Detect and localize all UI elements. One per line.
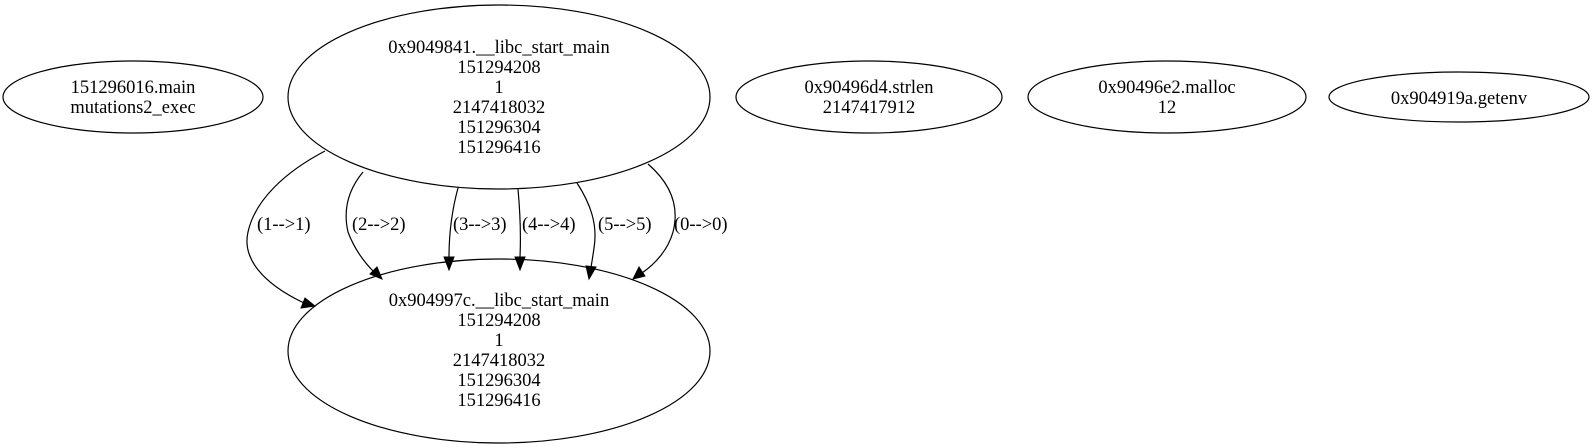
edge-label: (5-->5) xyxy=(598,215,652,235)
node-ellipse xyxy=(1027,60,1307,134)
edge-label: (0-->0) xyxy=(674,215,728,235)
node-ellipse xyxy=(287,258,711,444)
edge-path xyxy=(641,163,676,274)
node-malloc: 0x90496e2.malloc 12 xyxy=(1027,60,1307,134)
edge-3-to-3: (3-->3) xyxy=(443,187,507,272)
node-label-line: 151296016.main xyxy=(71,78,196,98)
node-libc-start-main-2: 0x904997c.__libc_start_main 151294208 1 … xyxy=(287,258,711,444)
edge-2-to-2: (2-->2) xyxy=(345,171,406,280)
edge-label: (4-->4) xyxy=(522,215,576,235)
arrowhead xyxy=(632,266,646,280)
edge-label: (2-->2) xyxy=(352,215,406,235)
edge-path xyxy=(246,150,326,304)
node-ellipse xyxy=(2,60,264,134)
node-strlen: 0x90496d4.strlen 2147417912 xyxy=(735,60,1003,134)
arrowhead xyxy=(443,256,455,272)
arrowhead xyxy=(514,256,526,272)
node-ellipse xyxy=(1328,71,1590,123)
node-label-line: 2147418032 xyxy=(453,98,546,118)
node-label-line: mutations2_exec xyxy=(70,98,195,118)
edge-path xyxy=(448,187,459,258)
edge-label: (3-->3) xyxy=(453,215,507,235)
node-label-line: 1 xyxy=(494,331,503,351)
edge-0-to-0: (0-->0) xyxy=(632,163,728,280)
node-getenv: 0x904919a.getenv xyxy=(1328,71,1590,123)
edge-path xyxy=(517,188,521,258)
node-label-line: 151294208 xyxy=(457,311,540,331)
edge-label: (1-->1) xyxy=(257,215,311,235)
node-label-line: 0x90496d4.strlen xyxy=(805,78,934,98)
node-label-line: 151296304 xyxy=(457,118,540,138)
node-label-line: 12 xyxy=(1158,98,1177,118)
node-label-line: 151296416 xyxy=(457,138,540,158)
node-ellipse xyxy=(735,60,1003,134)
node-label-line: 2147418032 xyxy=(453,351,546,371)
edge-1-to-1: (1-->1) xyxy=(246,150,326,309)
node-label-line: 0x904919a.getenv xyxy=(1391,89,1528,109)
node-label-line: 151296416 xyxy=(457,391,540,411)
node-label-line: 151294208 xyxy=(457,58,540,78)
node-label-line: 1 xyxy=(494,78,503,98)
node-label-line: 151296304 xyxy=(457,371,540,391)
node-ellipse xyxy=(287,4,711,190)
edge-4-to-4: (4-->4) xyxy=(514,188,576,272)
arrowhead xyxy=(300,297,317,309)
edges: (1-->1) (2-->2) (3-->3) (4-->4) (5-->5) … xyxy=(246,150,728,309)
edge-path xyxy=(576,182,596,268)
node-main: 151296016.main mutations2_exec xyxy=(2,60,264,134)
node-label-line: 2147417912 xyxy=(823,98,916,118)
edge-5-to-5: (5-->5) xyxy=(576,182,652,281)
edge-path xyxy=(345,171,375,273)
node-label-line: 0x904997c.__libc_start_main xyxy=(389,291,609,311)
node-label-line: 0x90496e2.malloc xyxy=(1098,78,1235,98)
node-label-line: 0x9049841.__libc_start_main xyxy=(388,38,609,58)
node-libc-start-main-1: 0x9049841.__libc_start_main 151294208 1 … xyxy=(287,4,711,190)
